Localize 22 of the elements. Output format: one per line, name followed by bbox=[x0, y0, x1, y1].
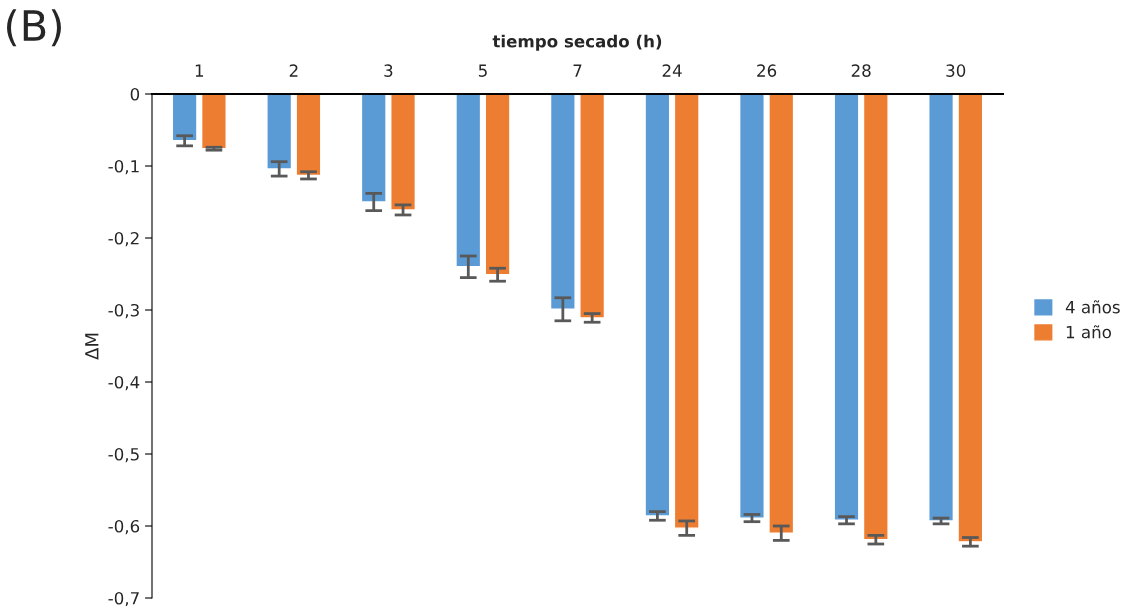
x-axis-title: tiempo secado (h) bbox=[492, 34, 662, 51]
legend-label: 1 año bbox=[1066, 325, 1111, 339]
y-tick-label: -0,7 bbox=[108, 591, 139, 606]
y-tick-label: 0 bbox=[130, 87, 140, 101]
y-tick-label: -0,3 bbox=[108, 303, 139, 319]
y-tick-label: -0,6 bbox=[108, 519, 140, 535]
y-tick-label: -0,4 bbox=[108, 375, 140, 391]
x-tick-label: 1 bbox=[195, 64, 204, 77]
x-tick-label: 2 bbox=[289, 64, 298, 77]
x-tick-label: 7 bbox=[573, 64, 582, 77]
x-tick-label: 30 bbox=[946, 64, 966, 77]
text: (B) bbox=[7, 9, 61, 47]
legend-label: 4 años bbox=[1065, 300, 1120, 314]
y-tick-label: -0,2 bbox=[108, 231, 139, 247]
x-tick-label: 28 bbox=[851, 64, 871, 77]
y-axis-title: ΔM bbox=[85, 333, 99, 360]
x-tick-label: 3 bbox=[384, 64, 393, 77]
y-tick-label: -0,5 bbox=[108, 447, 139, 463]
x-tick-label: 26 bbox=[757, 64, 777, 77]
y-tick-label: -0,1 bbox=[108, 159, 139, 175]
x-tick-label: 24 bbox=[662, 64, 682, 77]
x-tick-label: 5 bbox=[478, 64, 487, 77]
